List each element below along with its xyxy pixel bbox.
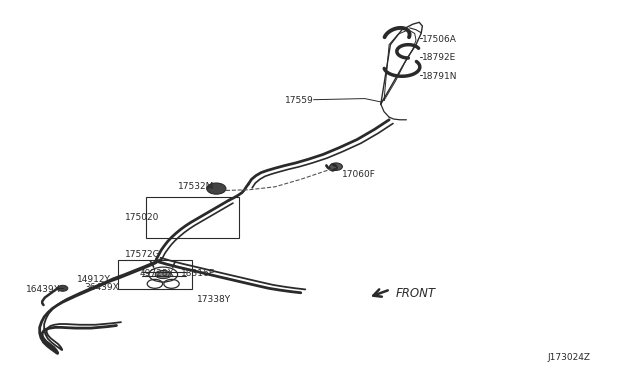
Text: 14912Y: 14912Y bbox=[77, 275, 111, 284]
Text: 17572G: 17572G bbox=[125, 250, 161, 259]
Text: 17559: 17559 bbox=[285, 96, 314, 105]
Ellipse shape bbox=[155, 270, 172, 279]
Text: J173024Z: J173024Z bbox=[547, 353, 590, 362]
Text: 17060F: 17060F bbox=[342, 170, 376, 179]
Text: 17506A: 17506A bbox=[422, 35, 457, 44]
Text: 17338Y: 17338Y bbox=[197, 295, 231, 304]
Circle shape bbox=[330, 163, 342, 170]
Circle shape bbox=[207, 183, 226, 194]
Text: 18316E: 18316E bbox=[181, 269, 216, 278]
Text: 36439X: 36439X bbox=[84, 283, 119, 292]
Text: 17532M: 17532M bbox=[178, 182, 214, 191]
Text: FRONT: FRONT bbox=[396, 288, 435, 300]
Text: 175020: 175020 bbox=[125, 213, 159, 222]
Text: 49728X: 49728X bbox=[140, 269, 174, 278]
Text: 16439X: 16439X bbox=[26, 285, 60, 294]
Circle shape bbox=[58, 285, 68, 291]
Text: 18791N: 18791N bbox=[422, 72, 458, 81]
Text: 18792E: 18792E bbox=[422, 53, 457, 62]
